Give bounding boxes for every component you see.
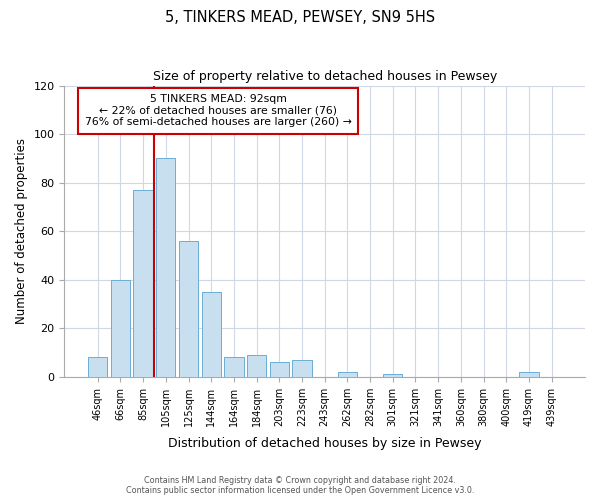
Bar <box>179 241 198 377</box>
Bar <box>156 158 175 377</box>
Bar <box>111 280 130 377</box>
Bar <box>383 374 403 377</box>
Y-axis label: Number of detached properties: Number of detached properties <box>15 138 28 324</box>
Bar <box>133 190 153 377</box>
Bar <box>269 362 289 377</box>
Bar <box>520 372 539 377</box>
Bar <box>202 292 221 377</box>
Bar <box>338 372 357 377</box>
X-axis label: Distribution of detached houses by size in Pewsey: Distribution of detached houses by size … <box>168 437 481 450</box>
Bar <box>247 355 266 377</box>
Text: Contains HM Land Registry data © Crown copyright and database right 2024.
Contai: Contains HM Land Registry data © Crown c… <box>126 476 474 495</box>
Title: Size of property relative to detached houses in Pewsey: Size of property relative to detached ho… <box>152 70 497 83</box>
Text: 5, TINKERS MEAD, PEWSEY, SN9 5HS: 5, TINKERS MEAD, PEWSEY, SN9 5HS <box>165 10 435 25</box>
Bar <box>292 360 311 377</box>
Text: 5 TINKERS MEAD: 92sqm
← 22% of detached houses are smaller (76)
76% of semi-deta: 5 TINKERS MEAD: 92sqm ← 22% of detached … <box>85 94 352 128</box>
Bar <box>88 358 107 377</box>
Bar <box>224 358 244 377</box>
